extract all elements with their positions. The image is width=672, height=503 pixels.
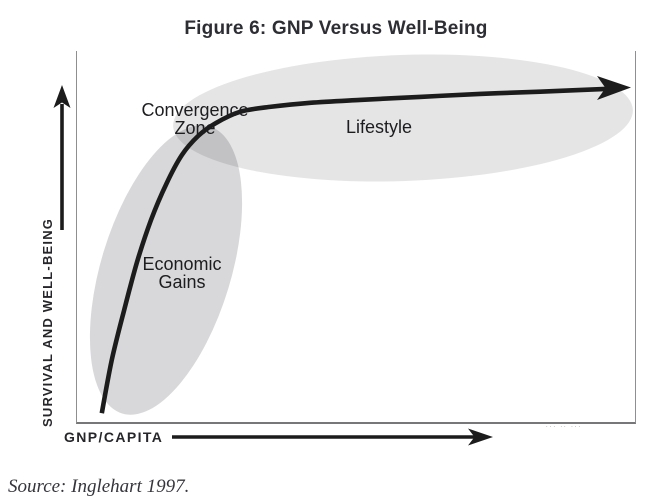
economic-gains-line1: Economic bbox=[142, 254, 222, 274]
plot-area bbox=[76, 51, 636, 424]
illegible-micro-text: ··· ·· ··· bbox=[546, 424, 583, 430]
y-axis-label: SURVIVAL AND WELL-BEING bbox=[40, 217, 55, 427]
convergence-zone-line2: Zone bbox=[174, 118, 216, 138]
source-citation: Source: Inglehart 1997. bbox=[8, 476, 190, 497]
y-axis-arrowhead-icon bbox=[53, 85, 71, 108]
label-economic-gains: Economic Gains bbox=[112, 255, 252, 291]
curve-arrowhead-icon bbox=[597, 76, 631, 100]
x-axis-label: GNP/CAPITA bbox=[64, 429, 164, 445]
label-convergence-zone: Convergence Zone bbox=[115, 101, 275, 137]
label-lifestyle: Lifestyle bbox=[345, 117, 413, 137]
figure-title: Figure 6: GNP Versus Well-Being bbox=[184, 18, 488, 39]
x-axis-arrowhead-icon bbox=[468, 428, 493, 446]
wellbeing-curve bbox=[99, 86, 612, 414]
convergence-zone-line1: Convergence bbox=[141, 100, 249, 120]
economic-gains-line2: Gains bbox=[158, 272, 206, 292]
